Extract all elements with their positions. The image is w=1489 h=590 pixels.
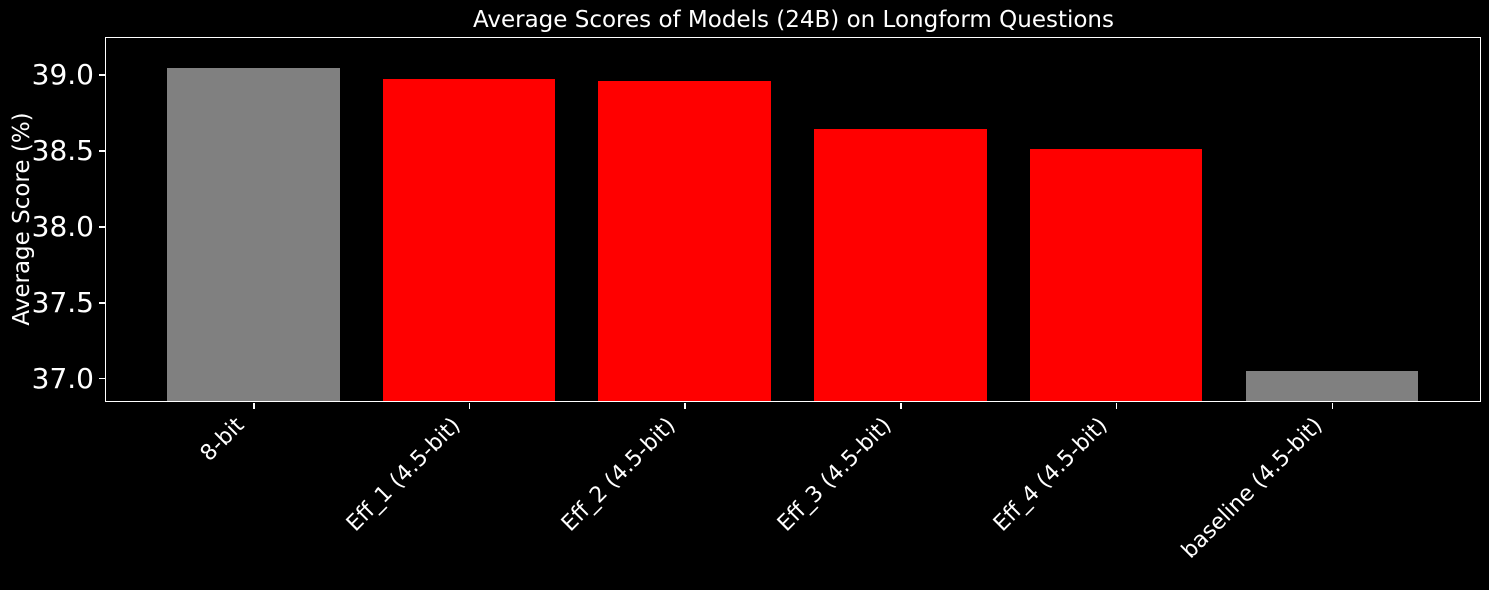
x-tick-label: Eff_1 (4.5-bit) <box>341 413 466 537</box>
y-tick-mark <box>99 74 105 76</box>
x-tick-mark <box>900 403 902 409</box>
x-tick-mark <box>468 403 471 409</box>
bar-8-bit <box>167 68 340 401</box>
bar-Eff_1 (4.5-bit) <box>382 79 556 401</box>
x-tick-label: 8-bit <box>195 413 250 467</box>
x-tick-label: baseline (4.5-bit) <box>1177 413 1328 564</box>
y-tick-label: 37.5 <box>31 285 94 319</box>
y-tick-label: 38.5 <box>31 133 94 167</box>
x-tick-label: Eff_4 (4.5-bit) <box>988 413 1113 537</box>
x-tick-label: Eff_2 (4.5-bit) <box>557 413 681 537</box>
y-tick-mark <box>99 226 105 228</box>
y-tick-mark <box>99 150 105 152</box>
x-tick-mark <box>684 403 686 409</box>
bar-Eff_4 (4.5-bit) <box>1029 148 1203 401</box>
bar-Eff_2 (4.5-bit) <box>598 80 771 401</box>
chart-title: Average Scores of Models (24B) on Longfo… <box>472 7 1114 33</box>
y-tick-label: 39.0 <box>31 57 94 91</box>
bar-Eff_3 (4.5-bit) <box>814 129 987 401</box>
y-tick-mark <box>99 302 105 304</box>
plot-area <box>105 37 1481 402</box>
x-tick-label: Eff_3 (4.5-bit) <box>772 413 897 537</box>
y-tick-label: 38.0 <box>31 209 94 243</box>
bar-baseline (4.5-bit) <box>1245 370 1419 401</box>
x-tick-mark <box>1331 403 1334 409</box>
x-tick-mark <box>253 403 255 409</box>
x-tick-mark <box>1115 403 1118 409</box>
y-tick-label: 37.0 <box>31 361 94 395</box>
y-tick-mark <box>99 377 105 380</box>
